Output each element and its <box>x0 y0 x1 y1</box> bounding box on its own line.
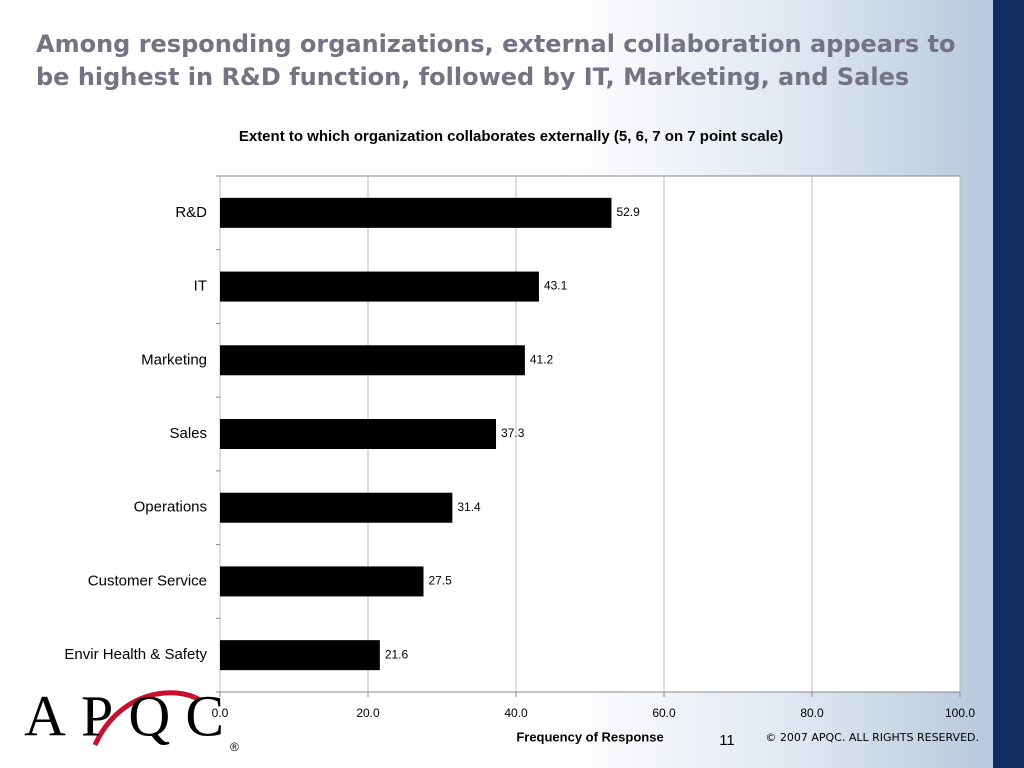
y-tick-label: Customer Service <box>88 572 207 589</box>
value-label: 52.9 <box>616 205 640 219</box>
y-tick-label: R&D <box>175 204 207 221</box>
bar <box>220 197 612 228</box>
logo: APQC <box>24 683 224 748</box>
chart-title: Extent to which organization collaborate… <box>239 128 783 145</box>
bar <box>220 492 453 523</box>
x-tick-label: 60.0 <box>652 706 676 720</box>
value-label: 43.1 <box>544 279 568 293</box>
value-label: 31.4 <box>457 500 481 514</box>
x-tick-label: 100.0 <box>945 706 975 720</box>
x-tick-label: 80.0 <box>800 706 824 720</box>
value-label: 27.5 <box>429 574 453 588</box>
slide-title: Among responding organizations, external… <box>36 30 956 91</box>
y-tick-label: Marketing <box>141 351 207 368</box>
x-axis-label: Frequency of Response <box>516 729 663 744</box>
bar <box>220 640 380 671</box>
bar <box>220 419 497 449</box>
copyright: © 2007 APQC. ALL RIGHTS RESERVED. <box>765 731 979 744</box>
y-tick-label: Envir Health & Safety <box>64 646 207 663</box>
y-tick-label: IT <box>194 278 207 295</box>
bar <box>220 566 424 597</box>
bar <box>220 271 539 302</box>
x-tick-label: 20.0 <box>356 706 380 720</box>
page-number: 11 <box>719 732 735 749</box>
logo-mark: ® <box>230 740 239 754</box>
x-tick-label: 0.0 <box>212 706 229 720</box>
y-tick-label: Sales <box>169 425 207 442</box>
side-stripe <box>993 0 1024 768</box>
bar <box>220 345 525 376</box>
y-tick-label: Operations <box>134 499 207 516</box>
value-label: 21.6 <box>385 647 409 661</box>
x-tick-label: 40.0 <box>504 706 528 720</box>
value-label: 37.3 <box>501 426 525 440</box>
value-label: 41.2 <box>530 352 554 366</box>
logo-swoosh <box>92 690 202 747</box>
